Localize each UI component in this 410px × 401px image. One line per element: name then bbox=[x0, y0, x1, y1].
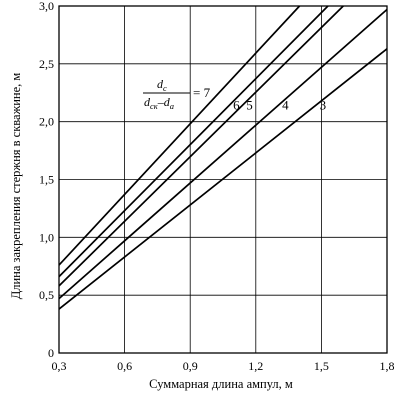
series-line-3 bbox=[58, 48, 388, 310]
formula-equals: = 7 bbox=[193, 85, 211, 100]
x-tick-label: 1,2 bbox=[248, 359, 263, 373]
x-tick-label: 1,8 bbox=[380, 359, 395, 373]
curve-label-3: 3 bbox=[320, 97, 327, 112]
y-tick-label: 3,0 bbox=[39, 0, 54, 13]
x-tick-label: 0,6 bbox=[117, 359, 132, 373]
y-tick-label: 0 bbox=[48, 346, 54, 360]
formula-den-a-sub: ск bbox=[150, 101, 159, 111]
formula-annotation: dc dск–dа = 7 bbox=[143, 77, 211, 111]
formula-denominator: dск–dа bbox=[144, 95, 174, 111]
x-tick-label: 0,3 bbox=[52, 359, 67, 373]
series-line-5 bbox=[58, 5, 344, 287]
x-tick-labels: 0,3 0,6 0,9 1,2 1,5 1,8 bbox=[52, 359, 395, 373]
formula-den-a: d bbox=[144, 95, 151, 109]
curve-label-6: 6 bbox=[233, 97, 240, 112]
formula-numerator: dc bbox=[157, 77, 167, 93]
series-lines bbox=[58, 5, 388, 310]
formula-den-b: d bbox=[164, 95, 171, 109]
y-tick-labels: 0 0,5 1,0 1,5 2,0 2,5 3,0 bbox=[39, 0, 54, 360]
series-line-4 bbox=[58, 8, 388, 300]
y-tick-label: 1,0 bbox=[39, 230, 54, 244]
formula-numerator-sub: c bbox=[163, 83, 167, 93]
y-tick-label: 0,5 bbox=[39, 288, 54, 302]
plot-frame bbox=[58, 5, 388, 354]
y-axis-title: Длина закрепления стержня в скважине, м bbox=[9, 73, 23, 300]
curve-label-4: 4 bbox=[282, 97, 289, 112]
formula-den-b-sub: а bbox=[170, 101, 174, 111]
y-tick-label: 1,5 bbox=[39, 173, 54, 187]
formula-numerator-d: d bbox=[157, 77, 164, 91]
formula-minus: – bbox=[157, 95, 165, 109]
x-tick-label: 1,5 bbox=[314, 359, 329, 373]
curve-label-5: 5 bbox=[246, 97, 253, 112]
series-line-6 bbox=[58, 5, 329, 278]
x-tick-label: 0,9 bbox=[183, 359, 198, 373]
y-tick-label: 2,5 bbox=[39, 57, 54, 71]
series-line-7 bbox=[58, 5, 301, 266]
x-axis-title: Суммарная длина ампул, м bbox=[149, 377, 293, 391]
y-tick-label: 2,0 bbox=[39, 115, 54, 129]
